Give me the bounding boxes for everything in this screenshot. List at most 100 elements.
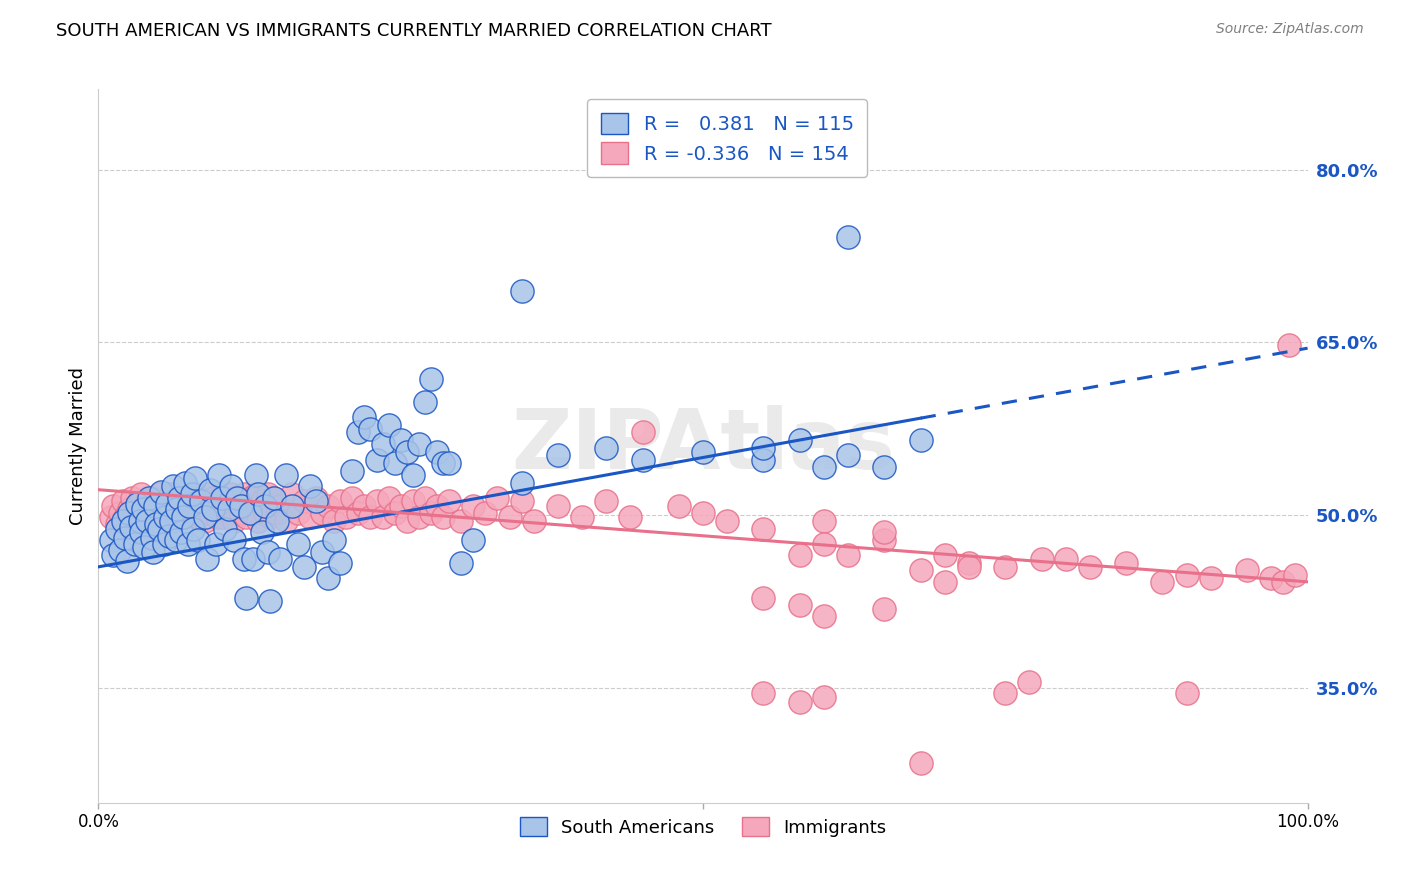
Point	[195, 487, 218, 501]
Point	[813, 690, 835, 704]
Point	[752, 452, 775, 467]
Point	[437, 494, 460, 508]
Point	[813, 459, 835, 474]
Point	[957, 557, 980, 571]
Point	[413, 395, 436, 409]
Point	[208, 494, 231, 508]
Point	[135, 494, 157, 508]
Point	[101, 499, 124, 513]
Point	[211, 510, 233, 524]
Point	[1031, 551, 1053, 566]
Point	[668, 499, 690, 513]
Point	[287, 537, 309, 551]
Point	[254, 499, 277, 513]
Point	[934, 549, 956, 563]
Point	[181, 506, 204, 520]
Point	[202, 502, 225, 516]
Point	[366, 494, 388, 508]
Point	[371, 510, 394, 524]
Point	[245, 487, 267, 501]
Point	[208, 467, 231, 482]
Point	[934, 574, 956, 589]
Point	[247, 514, 270, 528]
Point	[254, 506, 277, 520]
Point	[299, 479, 322, 493]
Point	[179, 491, 201, 505]
Point	[250, 494, 273, 508]
Point	[160, 514, 183, 528]
Point	[789, 549, 811, 563]
Point	[100, 533, 122, 548]
Point	[274, 467, 297, 482]
Point	[169, 491, 191, 505]
Y-axis label: Currently Married: Currently Married	[69, 367, 87, 525]
Point	[1278, 337, 1301, 351]
Point	[752, 442, 775, 456]
Point	[120, 519, 142, 533]
Point	[813, 609, 835, 624]
Point	[269, 551, 291, 566]
Point	[169, 510, 191, 524]
Point	[187, 533, 209, 548]
Point	[384, 506, 406, 520]
Point	[127, 497, 149, 511]
Point	[311, 506, 333, 520]
Point	[366, 452, 388, 467]
Point	[111, 494, 134, 508]
Point	[181, 522, 204, 536]
Point	[145, 517, 167, 532]
Point	[229, 506, 252, 520]
Point	[752, 522, 775, 536]
Point	[156, 497, 179, 511]
Point	[789, 694, 811, 708]
Point	[198, 483, 221, 497]
Point	[259, 510, 281, 524]
Point	[305, 494, 328, 508]
Point	[134, 541, 156, 555]
Point	[360, 422, 382, 436]
Point	[1260, 571, 1282, 585]
Point	[395, 514, 418, 528]
Point	[263, 491, 285, 505]
Point	[360, 510, 382, 524]
Point	[150, 510, 173, 524]
Point	[150, 485, 173, 500]
Point	[287, 506, 309, 520]
Point	[226, 491, 249, 505]
Point	[523, 514, 546, 528]
Point	[226, 494, 249, 508]
Point	[329, 557, 352, 571]
Point	[129, 525, 152, 540]
Point	[100, 510, 122, 524]
Point	[153, 510, 176, 524]
Point	[177, 537, 200, 551]
Point	[463, 499, 485, 513]
Text: SOUTH AMERICAN VS IMMIGRANTS CURRENTLY MARRIED CORRELATION CHART: SOUTH AMERICAN VS IMMIGRANTS CURRENTLY M…	[56, 22, 772, 40]
Point	[138, 491, 160, 505]
Point	[305, 491, 328, 505]
Point	[204, 537, 226, 551]
Point	[498, 510, 520, 524]
Point	[1272, 574, 1295, 589]
Point	[789, 598, 811, 612]
Point	[256, 545, 278, 559]
Point	[377, 491, 399, 505]
Point	[174, 475, 197, 490]
Point	[692, 444, 714, 458]
Point	[114, 531, 136, 545]
Point	[571, 510, 593, 524]
Point	[292, 559, 315, 574]
Point	[242, 506, 264, 520]
Point	[190, 494, 212, 508]
Point	[486, 491, 509, 505]
Point	[124, 517, 146, 532]
Point	[631, 425, 654, 440]
Point	[910, 434, 932, 448]
Point	[211, 491, 233, 505]
Point	[837, 549, 859, 563]
Point	[174, 510, 197, 524]
Point	[789, 434, 811, 448]
Point	[108, 506, 131, 520]
Point	[716, 514, 738, 528]
Point	[463, 533, 485, 548]
